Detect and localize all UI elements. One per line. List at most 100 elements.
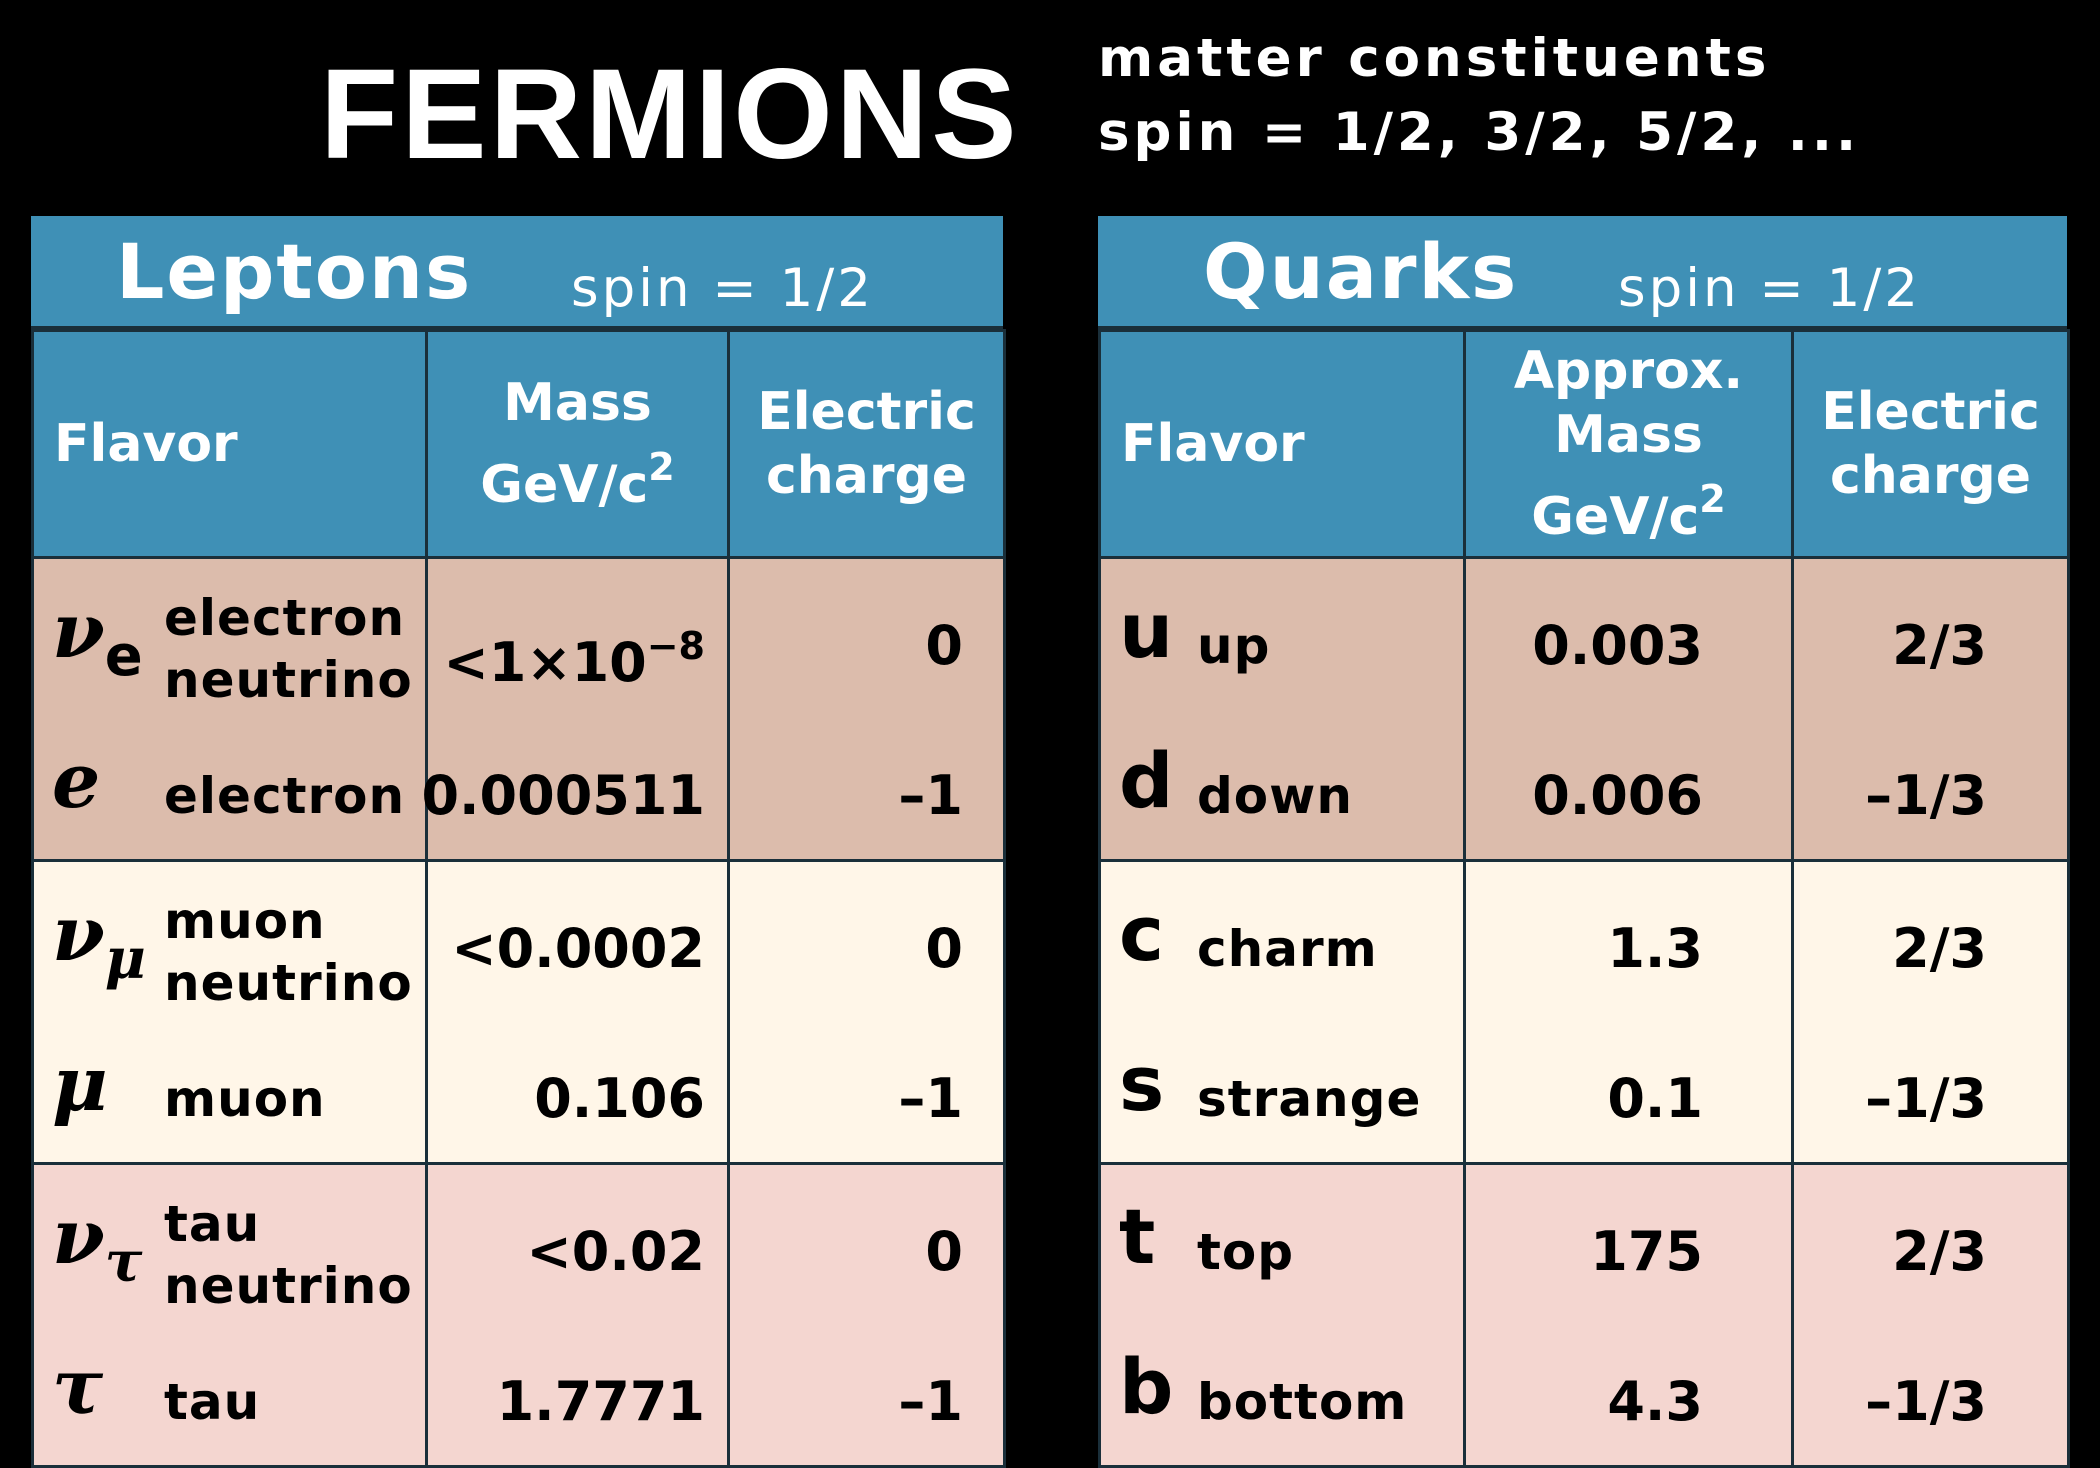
charge-cell-content: 2/3 –1/3 [1794,559,2067,859]
charge-header-line1: Electric [1821,382,2040,442]
charge-value: 0 [925,1220,963,1283]
quark-mass: 4.3 [1466,1315,1791,1465]
flavor-cell-content: t top b bottom [1101,1165,1463,1465]
quark-mass: 175 [1466,1165,1791,1315]
quark-mass: 1.3 [1466,862,1791,1012]
col-header-flavor: Flavor [1098,329,1466,559]
charge-header-line2: charge [1829,446,2032,506]
mass-value: 0.1 [1607,1067,1703,1130]
particle-name: electron [164,765,405,827]
lepton-mass: 0.106 [428,1012,727,1162]
lepton-mass: 0.000511 [421,709,727,859]
quark-name: top [1197,1223,1295,1281]
quark-mass: 0.006 [1466,709,1791,859]
quark-charge: 2/3 [1794,862,2067,1012]
lepton-mass: 1.7771 [428,1315,727,1465]
mass-cell-content: <1×10−8 0.000511 [421,559,727,859]
mass-cell-content: <0.0002 0.106 [428,862,727,1162]
symbol-subscript: e [104,624,143,689]
mass-value: <0.0002 [451,914,705,984]
col-header-charge: Electric charge [727,329,1006,559]
lepton-generation-row: ντ tau neutrino τ tau <0.02 1.7771 0 –1 [31,1162,1006,1468]
quark-name: charm [1197,920,1378,978]
flavor-cell: u up d down [1098,556,1466,862]
particle-name-line1: electron [164,589,406,647]
symbol-subscript: μ [104,926,146,992]
charge-value: –1/3 [1865,1370,1987,1433]
quarks-banner: Quarks spin = 1/2 [1098,216,2067,329]
flavor-cell-content: νμ muon neutrino μ muon [34,862,425,1162]
quark-charge: –1/3 [1794,1315,2067,1465]
quark-flavor: c charm [1101,862,1463,1012]
charge-value: –1 [898,1370,963,1433]
symbol-letter: e [52,736,101,825]
quark-name: up [1197,617,1271,675]
mass-cell: 175 4.3 [1463,1162,1794,1468]
mass-header-line1: Mass [503,373,652,433]
particle-name-line2: neutrino [164,954,413,1012]
mass-cell: <0.0002 0.106 [425,859,730,1165]
mass-cell-content: 1.3 0.1 [1466,862,1791,1162]
charge-value: –1 [898,1067,963,1130]
col-header-flavor: Flavor [31,329,428,559]
particle-name-line2: neutrino [164,1257,413,1315]
charge-cell: 0 –1 [727,556,1006,862]
charge-cell: 2/3 –1/3 [1791,556,2070,862]
charge-cell-content: 0 –1 [730,559,1003,859]
col-header-charge: Electric charge [1791,329,2070,559]
charge-cell-content: 2/3 –1/3 [1794,862,2067,1162]
flavor-cell-content: u up d down [1101,559,1463,859]
quark-symbol: t [1119,1192,1156,1281]
particle-name-line1: tau [164,1373,261,1431]
mass-cell: <0.02 1.7771 [425,1162,730,1468]
charge-value: 0 [925,917,963,980]
lepton-mass: <1×10−8 [428,559,727,709]
mass-value: <0.02 [527,1217,705,1287]
quark-symbol: s [1119,1039,1165,1128]
particle-symbol: μ [52,1044,108,1124]
mass-value: 175 [1590,1220,1703,1283]
particle-name-line1: muon [164,1070,326,1128]
charge-value: 0 [925,614,963,677]
quark-symbol: d [1119,736,1174,825]
lepton-charge: –1 [730,709,1003,859]
particle-name: electron neutrino [164,587,413,711]
quark-mass: 0.1 [1466,1012,1791,1162]
charge-value: 2/3 [1892,1220,1987,1283]
lepton-charge: 0 [730,862,1003,1012]
lepton-charge: –1 [730,1012,1003,1162]
quark-mass: 0.003 [1466,559,1791,709]
subtitle-line-1: matter constituents [1098,28,1771,89]
symbol-letter: τ [52,1342,104,1431]
lepton-mass: <0.02 [428,1165,727,1315]
flavor-cell: νe electron neutrino e electron [31,556,428,862]
symbol-subscript: τ [104,1229,143,1295]
page-subtitle: matter constituents spin = 1/2, 3/2, 5/2… [1098,22,1860,170]
mass-unit-exponent: 2 [648,445,675,489]
lepton-charge: 0 [730,559,1003,709]
quarks-table: Flavor Approx. Mass GeV/c2 Electric char… [1098,329,2070,1468]
charge-value: –1/3 [1865,1067,1987,1130]
charge-value: 2/3 [1892,917,1987,980]
quark-flavor: b bottom [1101,1315,1463,1465]
particle-name: tau neutrino [164,1193,413,1317]
charge-cell-content: 2/3 –1/3 [1794,1165,2067,1465]
particle-name-line1: electron [164,767,406,825]
quark-charge: 2/3 [1794,559,2067,709]
leptons-banner: Leptons spin = 1/2 [31,216,1003,329]
particle-name: tau [164,1371,260,1433]
flavor-cell-content: ντ tau neutrino τ tau [34,1165,425,1465]
quark-name: bottom [1197,1373,1408,1431]
lepton-charge: 0 [730,1165,1003,1315]
quark-generation-row: c charm s strange 1.3 0.1 2/3 –1/3 [1098,859,2070,1165]
leptons-header-row: Flavor Mass GeV/c2 Electric charge [31,329,1006,559]
lepton-flavor: e electron [34,709,425,859]
charge-cell: 0 –1 [727,859,1006,1165]
particle-name-line1: muon [164,892,326,950]
lepton-charge: –1 [730,1315,1003,1465]
subtitle-line-2: spin = 1/2, 3/2, 5/2, ... [1098,102,1861,163]
charge-value: 2/3 [1892,614,1987,677]
particle-name-line2: neutrino [164,651,413,709]
symbol-letter: ν [52,586,105,675]
mass-mantissa: <0.0002 [451,917,705,980]
